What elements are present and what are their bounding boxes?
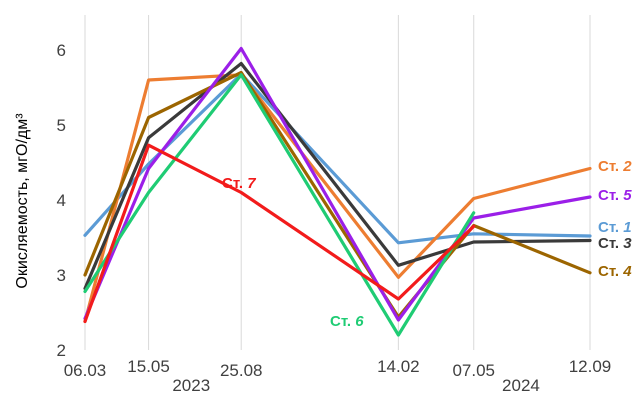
y-tick-label: 6 xyxy=(57,41,66,60)
series-label-5: Ст. 5 xyxy=(598,187,632,204)
series-line-2 xyxy=(83,73,592,324)
y-tick-label: 2 xyxy=(57,341,66,360)
y-tick-label: 4 xyxy=(57,191,66,210)
year-labels: 2023 2024 xyxy=(172,376,540,395)
series-line-5 xyxy=(83,46,592,322)
series-line-7 xyxy=(83,143,476,324)
x-tick-label: 15.05 xyxy=(127,357,170,376)
series-line-4 xyxy=(83,70,592,319)
series-lines xyxy=(83,46,592,337)
series-label-2: Ст. 2 xyxy=(598,158,632,175)
series-line-6 xyxy=(83,73,476,337)
y-tick-label: 3 xyxy=(57,266,66,285)
series-label-4: Ст. 4 xyxy=(598,263,632,280)
x-tick-label: 07.05 xyxy=(452,361,495,380)
y-tick-label: 5 xyxy=(57,116,66,135)
x-tick-label: 06.03 xyxy=(64,361,107,380)
x-tick-label: 25.08 xyxy=(220,361,263,380)
series-label-1: Ст. 1 xyxy=(598,219,632,236)
year-label: 2024 xyxy=(502,376,540,395)
series-label-3: Ст. 3 xyxy=(598,235,632,252)
y-axis-ticks: 2 3 4 5 6 xyxy=(57,41,66,360)
x-axis-ticks: 06.03 15.05 25.08 14.02 07.05 12.09 xyxy=(64,357,612,380)
x-tick-label: 14.02 xyxy=(377,357,420,376)
year-label: 2023 xyxy=(172,376,210,395)
y-axis-label: Окисляемость, мгО/дм³ xyxy=(14,113,31,289)
series-label-7: Ст. 7 xyxy=(222,175,256,192)
series-labels: Ст. 1 Ст. 2 Ст. 3 Ст. 4 Ст. 5 Ст. 6 Ст. 7 xyxy=(222,158,632,330)
series-line-3 xyxy=(83,61,592,291)
vertical-gridlines xyxy=(84,15,591,350)
x-tick-label: 12.09 xyxy=(569,357,612,376)
series-label-6: Ст. 6 xyxy=(330,313,364,330)
